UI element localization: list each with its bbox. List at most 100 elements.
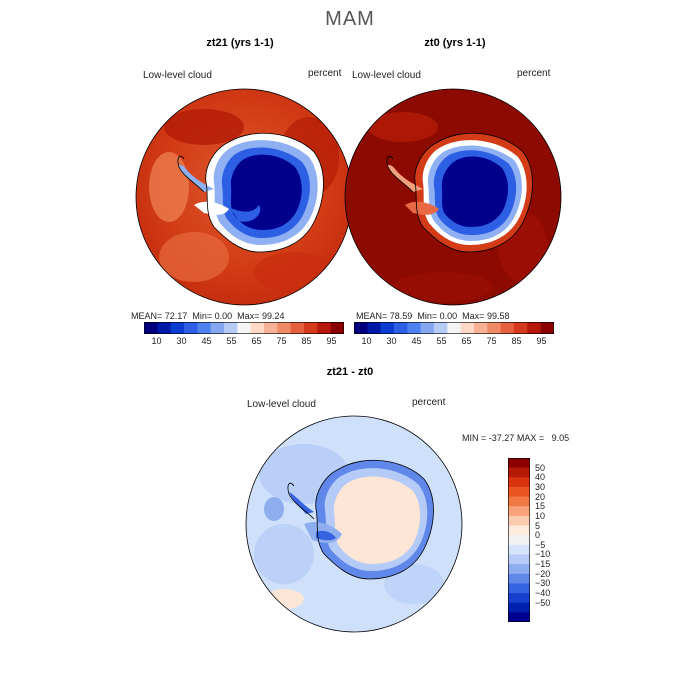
panel-1-colorbar-swatch [210,322,225,334]
diff-colorbar-tick-label: −20 [535,568,551,579]
diff-min-label: MIN = [462,433,487,443]
panel-2-min-value: 0.00 [439,311,458,321]
diff-colorbar-tick-label: 50 [535,462,546,473]
panel-1-colorbar-swatch [317,322,331,334]
panel-1-colorbar-tick-label: 65 [251,336,262,346]
panel-2-colorbar-tick-label: 10 [361,336,372,346]
panel-1-field-label: Low-level cloud [143,70,212,81]
panel-2-colorbar-tick-label: 65 [461,336,472,346]
panel-1-colorbar-tick-label: 75 [276,336,287,346]
panel-2-colorbar-swatch [514,322,528,334]
diff-colorbar-tick-label: 10 [535,510,546,521]
diff-colorbar-swatch [508,554,530,565]
panel-1-colorbar-ticks: 10 30 45 55 65 75 85 95 [144,336,344,348]
panel-2-colorbar-tick-label: 45 [411,336,422,346]
diff-min-value: -37.27 [488,433,515,443]
panel-1-colorbar-swatch [277,322,291,334]
panel-1-mean-value: 72.17 [164,311,188,321]
diff-colorbar-swatch [508,486,530,497]
diff-colorbar-tick-label: 20 [535,491,546,502]
diff-colorbar-swatch [508,602,530,613]
panel-1-colorbar-tick-label: 10 [151,336,162,346]
panel-2-colorbar-swatch [420,322,435,334]
panel-1-colorbar-tick-label: 95 [326,336,337,346]
panel-1-colorbar-tick-label: 85 [301,336,312,346]
diff-panel-title: zt21 - zt0 [326,366,374,378]
figure-title: MAM [325,8,375,30]
panel-1-mean-label: MEAN= [131,311,163,321]
diff-colorbar-tick-label: 40 [535,472,546,483]
panel-1-units-label: percent [308,68,342,79]
panel-2-colorbar-swatch [380,322,395,334]
diff-polar-map [245,415,463,633]
panel-1-colorbar [144,322,344,334]
panel-1-colorbar-swatch [250,322,265,334]
panel-2-colorbar-ticks: 10 30 45 55 65 75 85 95 [354,336,554,348]
panel-2-min-label: Min= [417,311,438,321]
panel-2-colorbar-swatch [540,322,554,334]
panel-2-mean-value: 78.59 [389,311,413,321]
diff-colorbar-swatch [508,544,530,555]
panel-1-min-label: Min= [192,311,213,321]
panel-2-mean-label: MEAN= [356,311,388,321]
diff-colorbar-swatch [508,515,530,526]
panel-2-colorbar-tick-label: 75 [486,336,497,346]
panel-1-colorbar-swatch [330,322,344,334]
diff-units-label: percent [412,397,446,408]
panel-2-colorbar-swatch [407,322,421,334]
diff-colorbar [508,458,530,622]
panel-2-title: zt0 (yrs 1-1) [424,37,486,49]
panel-1-colorbar-swatch [304,322,318,334]
diff-colorbar-swatch [508,525,530,536]
diff-colorbar-tick-label: 30 [535,481,546,492]
diff-max-label: MAX = [516,433,545,443]
panel-2-colorbar-swatch [447,322,461,334]
panel-1-max-label: Max= [237,311,260,321]
panel-2-colorbar-swatch [434,322,448,334]
panel-1-colorbar-swatch [224,322,238,334]
panel-1-colorbar-swatch [157,322,171,334]
diff-colorbar-swatch [508,496,530,507]
diff-colorbar-tick-label: −15 [535,559,551,570]
panel-2-colorbar-swatch [394,322,408,334]
panel-2-colorbar-tick-label: 95 [536,336,547,346]
panel-2-max-label: Max= [462,311,485,321]
panel-1-title: zt21 (yrs 1-1) [206,37,274,49]
panel-2-colorbar-tick-label: 85 [511,336,522,346]
panel-1-polar-map [135,88,353,306]
panel-2-polar-map [344,88,562,306]
panel-2-colorbar [354,322,554,334]
diff-max-value: 9.05 [551,433,570,443]
panel-2-colorbar-swatch [527,322,541,334]
diff-colorbar-tick-label: −30 [535,578,551,589]
diff-colorbar-tick-label: −40 [535,588,551,599]
panel-1-colorbar-swatch [237,322,251,334]
diff-colorbar-swatch [508,593,530,604]
diff-colorbar-tick-label: 5 [535,520,541,531]
diff-colorbar-swatch [508,458,530,468]
panel-1-colorbar-swatch [264,322,278,334]
diff-colorbar-swatch [508,583,530,594]
panel-1-colorbar-swatch [184,322,198,334]
panel-2-units-label: percent [517,68,551,79]
panel-1-colorbar-swatch [197,322,211,334]
panel-2-colorbar-swatch [354,322,368,334]
diff-colorbar-swatch [508,564,530,575]
panel-2-max-value: 99.58 [486,311,510,321]
panel-1-colorbar-swatch [144,322,158,334]
diff-field-label: Low-level cloud [247,399,316,410]
diff-colorbar-tick-label: 15 [535,501,546,512]
panel-1-colorbar-tick-label: 30 [176,336,187,346]
diff-colorbar-tick-label: −5 [535,539,546,550]
panel-1-max-value: 99.24 [261,311,285,321]
diff-colorbar-swatch [508,535,530,546]
diff-colorbar-swatch [508,477,530,488]
panel-1-min-value: 0.00 [214,311,233,321]
diff-colorbar-ticks: 50 40 30 20 15 10 5 0 −5 −10 −15 −20 −30 −40 −50 [535,458,575,622]
diff-colorbar-tick-label: 0 [535,530,541,541]
diff-colorbar-swatch [508,506,530,517]
panel-2-colorbar-tick-label: 55 [436,336,447,346]
panel-2-colorbar-swatch [500,322,515,334]
diff-colorbar-swatch [508,612,530,622]
panel-2-colorbar-swatch [460,322,475,334]
